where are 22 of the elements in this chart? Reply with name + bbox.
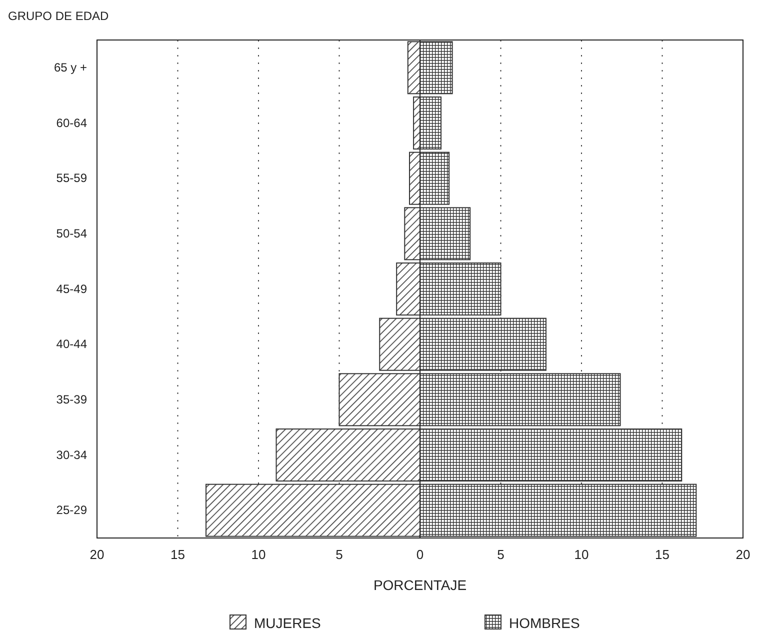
legend-label: MUJERES xyxy=(254,615,321,631)
x-tick-label: 20 xyxy=(736,547,750,562)
x-tick-label: 5 xyxy=(336,547,343,562)
x-tick-label: 20 xyxy=(90,547,104,562)
x-tick-label: 10 xyxy=(251,547,266,562)
y-tick-label: 40-44 xyxy=(56,337,88,352)
y-tick-label: 45-49 xyxy=(56,282,88,296)
y-tick-label: 60-64 xyxy=(56,116,88,130)
x-tick-label: 15 xyxy=(655,547,670,562)
x-axis-title: PORCENTAJE xyxy=(373,577,467,593)
y-tick-label: 50-54 xyxy=(56,226,88,241)
x-tick-label: 10 xyxy=(574,547,589,562)
x-tick-label: 0 xyxy=(416,547,424,562)
x-tick-label: 15 xyxy=(170,547,185,562)
y-tick-label: 55-59 xyxy=(56,171,88,186)
y-tick-label: 30-34 xyxy=(56,448,88,462)
legend-label: HOMBRES xyxy=(509,615,580,631)
y-tick-label: 35-39 xyxy=(56,392,88,407)
y-tick-label: 25-29 xyxy=(56,503,88,518)
y-tick-label: 65 y + xyxy=(54,60,87,75)
y-axis-title: GRUPO DE EDAD xyxy=(8,9,110,23)
x-tick-label: 5 xyxy=(497,547,504,562)
